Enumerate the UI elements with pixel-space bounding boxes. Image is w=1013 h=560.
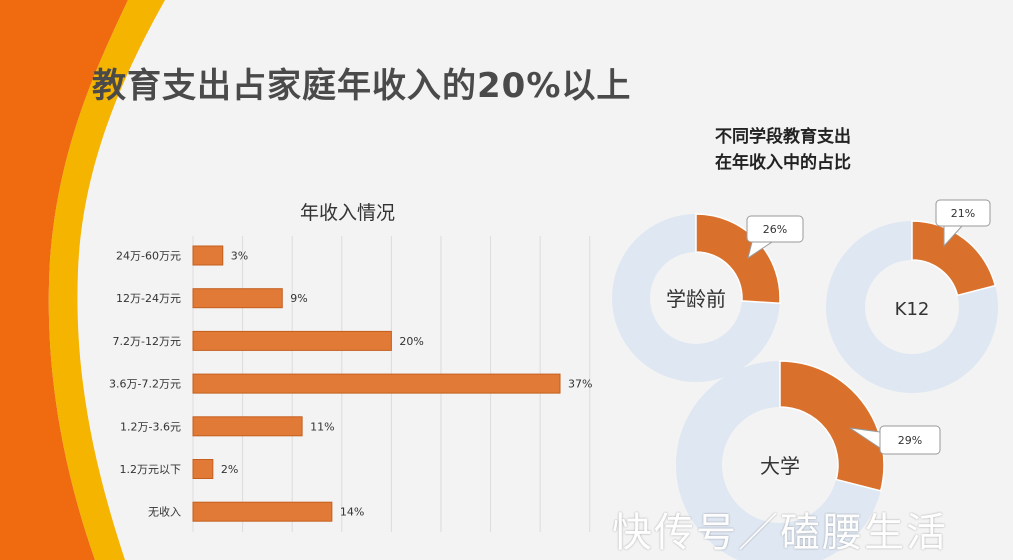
bar-category-label: 24万-60万元 <box>116 250 181 263</box>
donut-chart: K12 21% <box>826 199 998 393</box>
bar <box>192 330 392 351</box>
donut-heading-line-2: 在年收入中的占比 <box>715 153 851 173</box>
orange-swoosh <box>0 0 128 560</box>
donut-center-label: 学龄前 <box>666 287 726 311</box>
callout-box <box>935 199 991 227</box>
yellow-swoosh <box>48 0 165 560</box>
income-bar-chart: 24万-60万元 3% 12万-24万元 9% 7.2万-12万元 20% 3.6万-7.2… <box>109 236 592 532</box>
bar <box>192 416 303 437</box>
bar <box>192 245 224 266</box>
page-title: 教育支出占家庭年收入的20%以上 <box>92 66 632 106</box>
bar-marks: 24万-60万元 3% 12万-24万元 9% 7.2万-12万元 20% 3.6万-7.2… <box>109 245 592 522</box>
donut-value-label: 29% <box>898 434 922 447</box>
bar-value-label: 11% <box>310 420 334 433</box>
donut-center-label: K12 <box>895 299 930 320</box>
bar-category-label: 7.2万-12万元 <box>113 335 181 348</box>
bar-value-label: 20% <box>399 335 423 348</box>
bar-value-label: 2% <box>221 463 238 476</box>
bar-value-label: 9% <box>290 292 307 305</box>
bar-value-label: 3% <box>231 250 248 263</box>
donut-highlight-slice <box>779 360 885 492</box>
bar-category-label: 1.2万元以下 <box>120 463 182 476</box>
callout-box <box>746 215 804 243</box>
donut-highlight-slice <box>695 213 781 305</box>
callout-box <box>879 425 941 455</box>
bar-gridlines <box>192 236 591 532</box>
watermark: 快传号／磕腰生活 <box>612 510 948 556</box>
bar <box>192 501 333 522</box>
donut-heading-line-1: 不同学段教育支出 <box>715 127 851 147</box>
bar-value-label: 14% <box>340 506 364 519</box>
bar <box>192 373 561 394</box>
bar-chart-title: 年收入情况 <box>300 202 396 224</box>
donut-value-label: 26% <box>763 223 787 236</box>
donut-charts: 学龄前 26% K12 21% 大学 29% <box>612 199 998 560</box>
donut-chart: 大学 29% <box>676 360 941 560</box>
bar-category-label: 12万-24万元 <box>116 292 181 305</box>
bar-category-label: 3.6万-7.2万元 <box>109 378 181 391</box>
donut-center-label: 大学 <box>760 454 800 478</box>
donut-chart: 学龄前 26% <box>612 213 804 382</box>
donut-value-label: 21% <box>951 207 975 220</box>
bar-value-label: 37% <box>568 378 592 391</box>
bar <box>192 288 283 309</box>
bar <box>192 459 214 479</box>
bar-category-label: 无收入 <box>148 505 181 519</box>
donut-heading: 不同学段教育支出 在年收入中的占比 <box>715 124 851 176</box>
bar-category-label: 1.2万-3.6元 <box>120 420 181 433</box>
